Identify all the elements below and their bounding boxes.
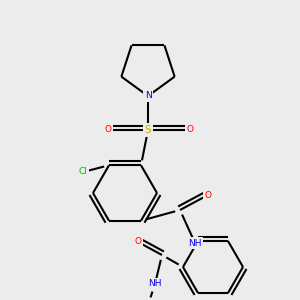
Text: O: O bbox=[134, 238, 142, 247]
Text: O: O bbox=[187, 125, 194, 134]
Text: Cl: Cl bbox=[79, 167, 87, 176]
Text: O: O bbox=[104, 125, 112, 134]
Text: NH: NH bbox=[188, 238, 202, 247]
Text: O: O bbox=[205, 190, 212, 200]
Text: S: S bbox=[145, 125, 151, 135]
Text: N: N bbox=[145, 92, 152, 100]
Text: NH: NH bbox=[148, 280, 162, 289]
